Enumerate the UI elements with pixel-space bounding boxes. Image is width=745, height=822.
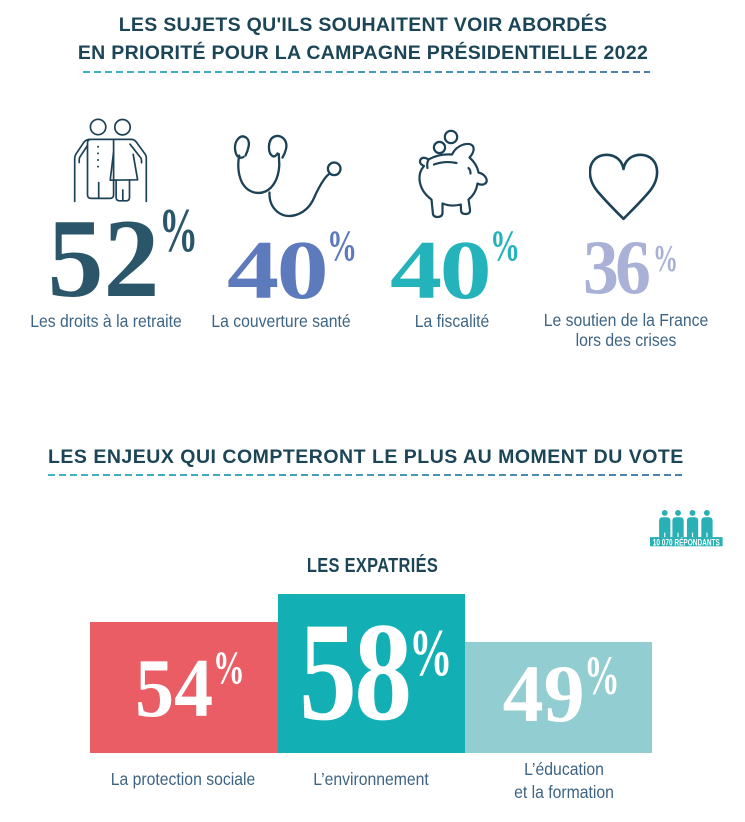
svg-text:10 070 RÉPONDANTS: 10 070 RÉPONDANTS (653, 537, 720, 547)
